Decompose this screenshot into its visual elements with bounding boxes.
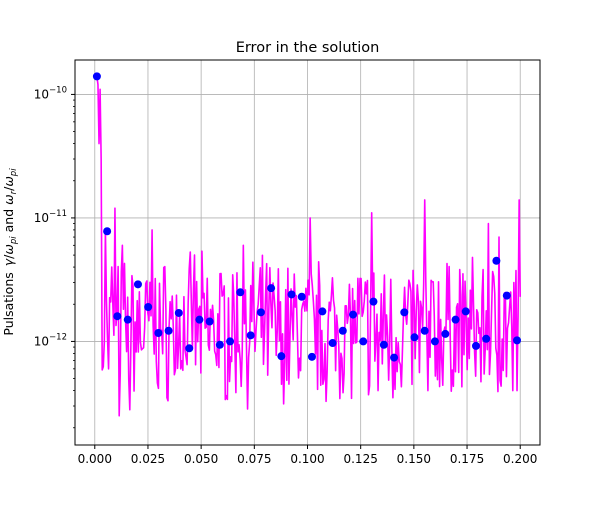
- data-point-17: [267, 284, 276, 293]
- data-point-39: [492, 256, 501, 265]
- x-tick-label-5: 0.125: [343, 452, 377, 466]
- data-point-20: [297, 292, 306, 301]
- data-point-2: [113, 312, 122, 321]
- data-point-23: [328, 339, 337, 348]
- data-point-32: [420, 326, 429, 335]
- y-axis-label-slash1: /: [1, 254, 16, 259]
- data-point-9: [185, 344, 194, 353]
- data-point-26: [359, 337, 368, 346]
- y-tick-label-0: 10−12: [34, 332, 67, 348]
- chart-title: Error in the solution: [236, 40, 380, 56]
- data-point-28: [379, 340, 388, 349]
- y-axis-label-omega1: ω: [1, 244, 16, 254]
- data-point-8: [174, 308, 183, 317]
- data-point-29: [390, 353, 399, 362]
- data-point-31: [410, 333, 419, 342]
- data-point-7: [164, 326, 173, 335]
- y-axis-label-sub-pi1: pi: [9, 236, 19, 245]
- y-axis-label-gamma: γ: [1, 258, 16, 266]
- data-point-24: [338, 326, 347, 335]
- data-point-5: [144, 303, 153, 312]
- data-point-15: [246, 331, 255, 340]
- data-point-38: [482, 334, 491, 343]
- x-tick-label-1: 0.025: [131, 452, 165, 466]
- y-axis-label-and: and: [1, 209, 16, 233]
- data-point-34: [441, 329, 450, 338]
- error-line-series: [96, 76, 522, 417]
- data-point-27: [369, 297, 378, 306]
- y-axis-label-omega2: ω: [1, 194, 16, 204]
- data-point-16: [256, 308, 265, 317]
- data-point-22: [318, 307, 327, 316]
- data-point-37: [471, 341, 480, 350]
- y-axis-label: Pulsationsγ/ωpiandωr/ωpi: [1, 168, 19, 336]
- data-point-4: [133, 280, 142, 289]
- x-tick-label-2: 0.050: [184, 452, 218, 466]
- data-point-3: [123, 315, 132, 324]
- x-tick-label-4: 0.100: [290, 452, 324, 466]
- x-tick-label-0: 0.000: [78, 452, 112, 466]
- y-axis-label-sub-r: r: [9, 190, 19, 194]
- data-point-13: [226, 337, 235, 346]
- data-point-35: [451, 315, 460, 324]
- x-tick-label-3: 0.075: [237, 452, 271, 466]
- data-point-25: [349, 310, 358, 319]
- data-point-21: [307, 352, 316, 361]
- y-tick-label-2: 10−10: [34, 85, 67, 101]
- data-point-36: [461, 307, 470, 316]
- x-tick-label-7: 0.175: [450, 452, 484, 466]
- data-point-33: [430, 337, 439, 346]
- data-point-30: [400, 308, 409, 317]
- y-axis-label-prefix: Pulsations: [1, 272, 16, 335]
- data-point-18: [277, 352, 286, 361]
- data-point-10: [195, 315, 204, 324]
- x-tick-label-8: 0.200: [503, 452, 537, 466]
- tick-layer: 0.000 0.025 0.050 0.075 0.100 0.125 0.150 0.175…: [34, 85, 538, 466]
- data-point-14: [236, 288, 245, 297]
- y-axis-label-omega3: ω: [1, 176, 16, 186]
- data-point-0: [92, 72, 101, 81]
- data-point-11: [205, 317, 214, 326]
- grid-layer: [75, 60, 540, 445]
- data-point-41: [513, 336, 522, 345]
- plot-layer: [92, 72, 522, 417]
- data-point-1: [103, 227, 112, 236]
- data-point-6: [154, 329, 163, 338]
- y-tick-label-1: 10−11: [34, 209, 67, 225]
- data-point-12: [215, 340, 224, 349]
- y-axis-label-slash2: /: [1, 186, 16, 191]
- data-point-19: [287, 290, 296, 299]
- x-tick-label-6: 0.150: [397, 452, 431, 466]
- data-point-40: [502, 291, 511, 300]
- y-axis-label-sub-pi2: pi: [9, 168, 19, 177]
